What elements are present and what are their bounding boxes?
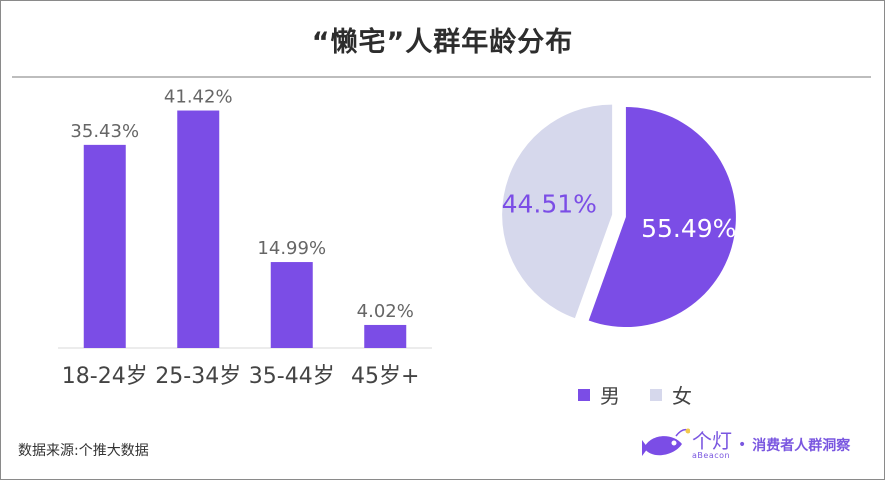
bar-value-label-3: 14.99% — [257, 238, 326, 259]
pie-value-label-1: 55.49% — [641, 214, 736, 243]
pie-legend: 男 女 — [578, 380, 722, 409]
brand-sub: aBeacon — [692, 450, 731, 460]
x-tick-label-3: 35-44岁 — [249, 364, 335, 389]
fish-logo-icon — [642, 428, 690, 456]
brand-logo: 个灯 aBeacon • 消费者人群洞察 — [638, 426, 850, 464]
pie-value-label-2: 44.51% — [502, 190, 597, 219]
x-tick-label-1: 18-24岁 — [62, 364, 148, 389]
legend-swatch-male — [578, 388, 590, 401]
brand-name: 个灯 — [692, 428, 732, 453]
x-tick-label-4: 45岁+ — [351, 364, 419, 389]
pie-slice-1 — [588, 107, 736, 328]
data-source: 数据来源:个推大数据 — [18, 443, 149, 459]
bar-value-label-2: 41.42% — [164, 87, 233, 108]
bar-chart: 35.43% 18-24岁 41.42% 25-34岁 14.99% 35-44岁 4.02… — [58, 87, 432, 389]
pie-slice-2 — [502, 104, 613, 319]
legend-label-female: 女 — [672, 384, 692, 408]
bar-value-label-4: 4.02% — [357, 301, 414, 322]
x-tick-label-2: 25-34岁 — [155, 364, 241, 389]
brand-slogan: 消费者人群洞察 — [752, 438, 851, 454]
title-divider — [12, 76, 871, 78]
bar-value-label-1: 35.43% — [70, 121, 139, 142]
bar-3 — [270, 262, 313, 348]
bar-2 — [177, 110, 220, 348]
brand-separator: • — [738, 437, 747, 453]
chart-title: “懒宅”人群年龄分布 — [311, 27, 574, 58]
legend-label-male: 男 — [600, 384, 620, 408]
bar-4 — [364, 324, 407, 348]
bar-1 — [83, 144, 126, 348]
pie-chart: 55.49% 44.51% — [502, 104, 736, 328]
legend-swatch-female — [650, 388, 662, 401]
